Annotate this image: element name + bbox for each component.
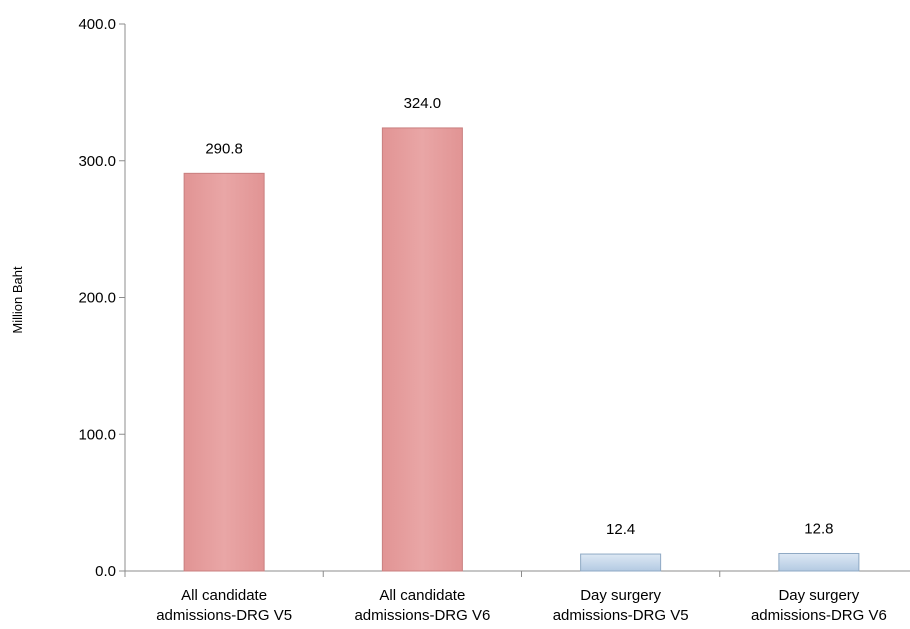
y-tick-label: 200.0 — [78, 290, 116, 307]
y-tick-label: 0.0 — [95, 563, 116, 580]
x-category-label: admissions-DRG V6 — [354, 607, 490, 624]
y-tick-label: 300.0 — [78, 153, 116, 170]
x-category-label: All candidate — [379, 587, 465, 604]
x-category-label: admissions-DRG V5 — [553, 607, 689, 624]
y-axis-title: Million Baht — [10, 266, 25, 334]
y-axis-title-group: Million Baht — [10, 266, 25, 334]
data-label-2: 324.0 — [404, 95, 442, 112]
bar-4 — [778, 552, 860, 572]
x-category-label: admissions-DRG V5 — [156, 607, 292, 624]
x-category-label: All candidate — [181, 587, 267, 604]
x-category-label: admissions-DRG V6 — [751, 607, 887, 624]
y-axis: 0.0 100.0 200.0 300.0 400.0 — [78, 16, 126, 580]
bar-2 — [381, 127, 463, 572]
x-category-label: Day surgery — [580, 587, 661, 604]
y-tick-label: 100.0 — [78, 426, 116, 443]
data-label-3: 12.4 — [606, 521, 635, 538]
x-axis: All candidate admissions-DRG V5 All candid… — [124, 570, 910, 624]
y-tick-label: 400.0 — [78, 16, 116, 33]
data-label-4: 12.8 — [804, 520, 833, 537]
data-label-1: 290.8 — [205, 140, 243, 157]
x-category-label: Day surgery — [778, 587, 859, 604]
bar-1 — [183, 172, 265, 572]
bar-3 — [580, 553, 662, 572]
bars-group: 290.8 324.0 12.4 12.8 — [183, 95, 860, 572]
